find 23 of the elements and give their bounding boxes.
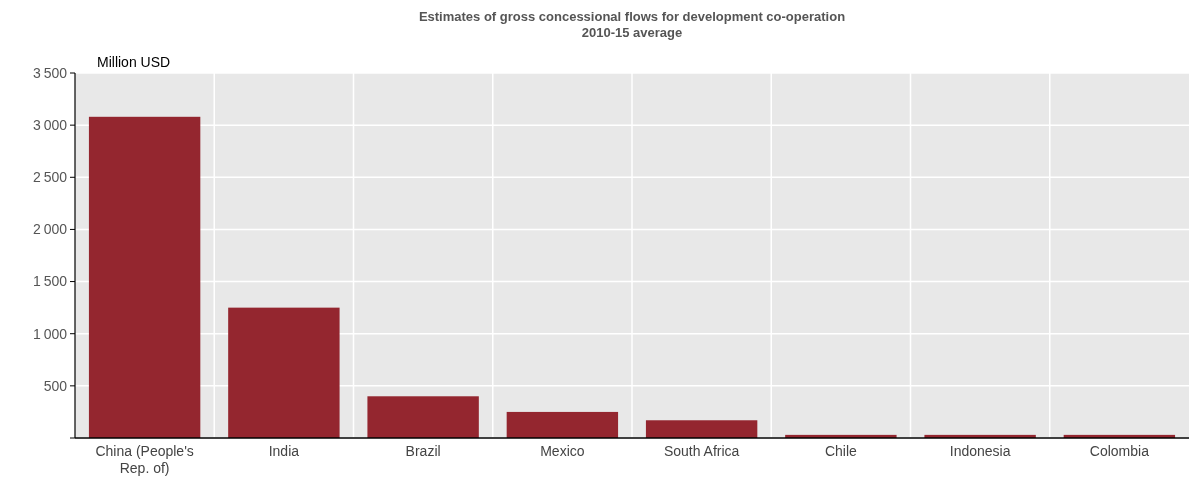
y-tick-label: 500 xyxy=(43,377,68,394)
y-axis-title: Million USD xyxy=(97,54,171,70)
x-tick-label: China (People's Rep. of) xyxy=(95,443,194,476)
y-tick-label: 1 500 xyxy=(33,273,68,290)
y-tick-label: 2 500 xyxy=(33,169,68,186)
y-tick-label: 3 500 xyxy=(33,64,68,81)
bar xyxy=(645,420,758,438)
x-tick-label: Mexico xyxy=(540,443,585,459)
x-tick-label: Colombia xyxy=(1089,443,1150,459)
y-tick-label: 1 000 xyxy=(33,325,68,342)
x-tick-label: South Africa xyxy=(663,443,740,459)
chart-subtitle: 2010-15 average xyxy=(581,25,683,40)
x-tick-label: Chile xyxy=(824,443,858,459)
bar xyxy=(506,411,619,438)
y-tick-label: 2 000 xyxy=(33,221,68,238)
bar xyxy=(367,396,479,438)
x-tick-label: Brazil xyxy=(405,443,441,459)
chart-title: Estimates of gross concessional flows for development co-operation xyxy=(418,9,846,24)
bar xyxy=(88,116,201,438)
x-tick-label: Indonesia xyxy=(949,443,1011,459)
y-tick-label: 3 000 xyxy=(33,117,68,134)
x-tick-label: India xyxy=(268,443,300,459)
bar xyxy=(228,307,340,438)
